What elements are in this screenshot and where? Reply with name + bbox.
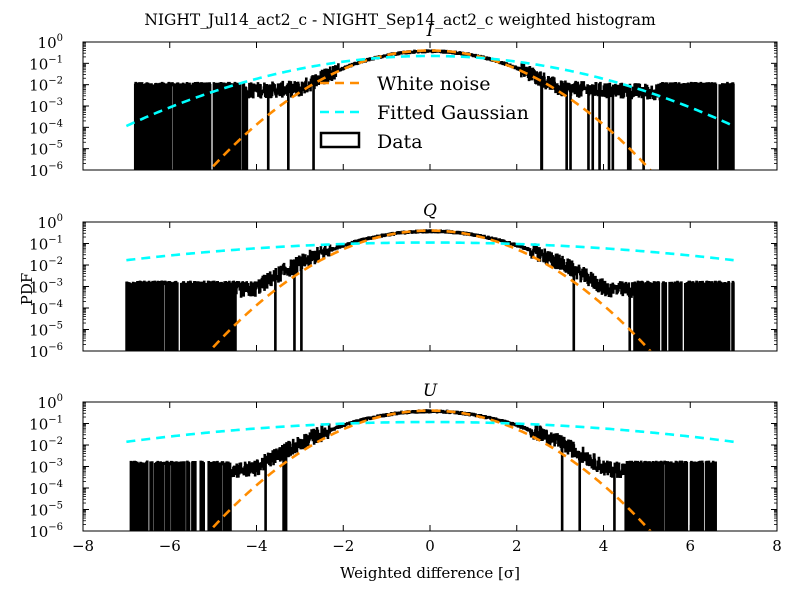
legend-label: Data	[377, 131, 423, 153]
y-tick-label: 10−3	[29, 97, 63, 116]
panel-title-U: U	[423, 381, 438, 401]
legend: White noise Fitted Gaussian Data	[319, 73, 529, 153]
legend-entry-2: Data	[319, 131, 423, 153]
y-tick-label: 10−1	[29, 415, 63, 434]
white-noise-curve	[212, 49, 653, 170]
fitted-gaussian-curve	[126, 420, 734, 444]
legend-entry-0: White noise	[320, 73, 491, 95]
y-tick-label: 100	[38, 33, 63, 52]
y-tick-label: 10−2	[29, 436, 63, 455]
x-tick-label: 0	[425, 537, 435, 555]
x-tick-label: −6	[159, 537, 181, 555]
fitted-gaussian-curve	[126, 241, 734, 262]
x-axis-label: Weighted difference [σ]	[340, 564, 520, 582]
x-tick-label: 4	[599, 537, 609, 555]
plot-area	[125, 49, 735, 170]
y-tick-label: 10−5	[29, 140, 63, 159]
y-tick-label: 10−2	[29, 256, 63, 275]
x-tick-label: −2	[332, 537, 354, 555]
legend-entry-1: Fitted Gaussian	[320, 102, 529, 124]
figure-title: NIGHT_Jul14_act2_c - NIGHT_Sep14_act2_c …	[144, 11, 656, 29]
y-tick-label: 10−3	[29, 278, 63, 297]
legend-swatch-data	[319, 131, 361, 149]
y-tick-label: 10−6	[29, 161, 63, 180]
data-histogram-line	[129, 409, 717, 531]
y-tick-label: 10−4	[29, 299, 63, 318]
white-noise-curve	[212, 229, 653, 351]
plot-area	[126, 409, 734, 531]
x-tick-label: 8	[772, 537, 782, 555]
y-tick-label: 100	[38, 213, 63, 232]
y-tick-label: 100	[38, 393, 63, 412]
y-tick-label: 10−6	[29, 522, 63, 541]
white-noise-curve	[212, 409, 653, 531]
panel-title-I: I	[426, 21, 434, 41]
panels-group: 10010−110−210−310−410−510−6I10010−110−21…	[29, 21, 782, 555]
y-tick-label: 10−3	[29, 458, 63, 477]
x-tick-label: 6	[685, 537, 695, 555]
x-tick-label: 2	[512, 537, 522, 555]
y-axis-label: PDF	[18, 273, 36, 306]
fitted-gaussian-curve	[125, 54, 735, 128]
panel-U: −8 −6 −4 −2 0 2 4 6 8 100 10−1 10−2 10−3 10−4 10−5 10−6…	[29, 381, 782, 555]
data-histogram-line	[125, 229, 735, 351]
y-tick-label: 10−2	[29, 76, 63, 95]
y-tick-label: 10−1	[29, 235, 63, 254]
legend-label: White noise	[377, 73, 491, 95]
panel-I: 100 10−1 10−2 10−3 10−4 10−5 10−6 I	[29, 21, 778, 180]
y-tick-label: 10−1	[29, 54, 63, 73]
y-tick-label: 10−4	[29, 118, 63, 137]
legend-label: Fitted Gaussian	[377, 102, 529, 124]
panel-Q: 100 10−1 10−2 10−3 10−4 10−5 10−6 Q	[29, 201, 778, 361]
y-tick-label: 10−5	[29, 501, 63, 520]
panel-title-Q: Q	[423, 201, 437, 221]
plot-area	[125, 229, 735, 351]
x-tick-label: −8	[72, 537, 94, 555]
x-tick-label: −4	[245, 537, 267, 555]
y-tick-label: 10−4	[29, 479, 63, 498]
y-tick-label: 10−6	[29, 342, 63, 361]
y-tick-label: 10−5	[29, 321, 63, 340]
